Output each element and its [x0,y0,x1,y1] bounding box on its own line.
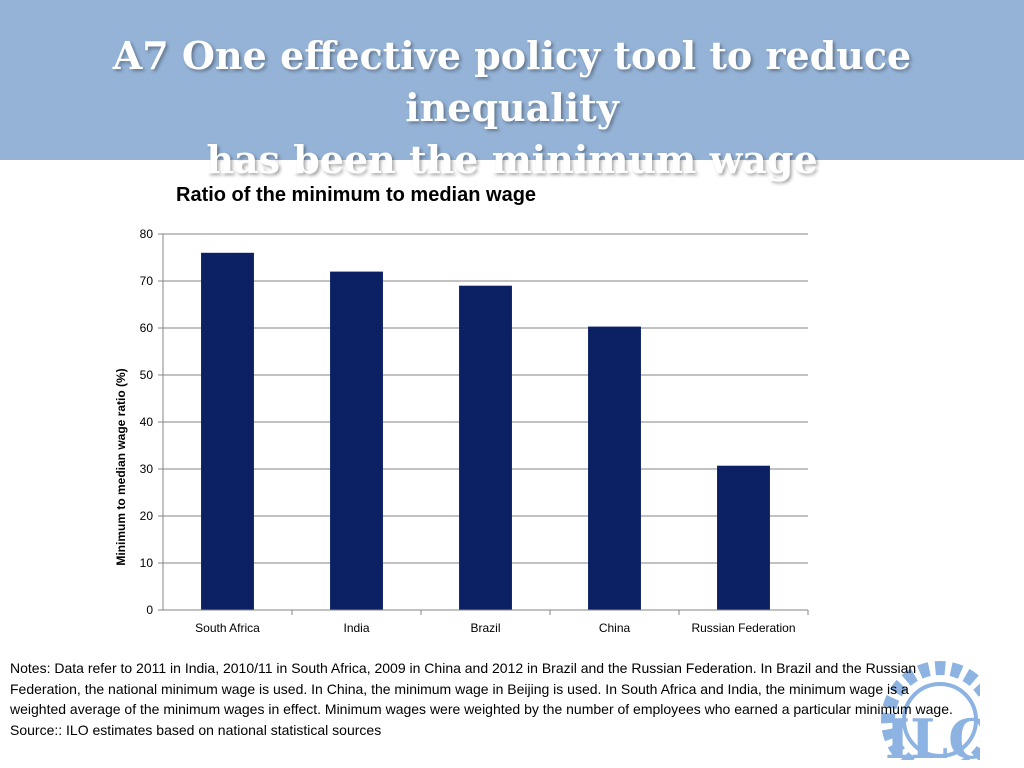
x-tick-label: Russian Federation [691,621,795,635]
bar-brazil [459,285,512,610]
bar-india [330,271,383,610]
chart-notes: Notes: Data refer to 2011 in India, 2010… [10,658,960,740]
y-tick-label: 20 [140,509,154,523]
x-tick-labels: South Africa India Brazil China Russian Fede… [195,610,809,635]
x-tick-label: India [343,621,369,635]
y-tick-label: 40 [140,415,154,429]
y-tick-label: 10 [140,556,154,570]
y-tick-label: 80 [140,227,154,241]
bar-china [588,326,641,610]
page-title-line2: has been the minimum wage [206,137,818,182]
notes-text: Notes: Data refer to 2011 in India, 2010… [10,660,953,717]
y-tick-label: 50 [140,368,154,382]
y-tick-label: 30 [140,462,154,476]
x-tick-label: Brazil [470,621,500,635]
y-axis-label: Minimum to median wage ratio (%) [114,368,128,565]
page-title-line1: A7 One effective policy tool to reduce i… [112,33,912,130]
ilo-logo-icon: ILO [881,661,980,760]
y-tick-label: 60 [140,321,154,335]
chart-title: Ratio of the minimum to median wage [176,184,536,206]
bar-russian-federation [717,465,770,610]
y-tick-label: 70 [140,274,154,288]
page-title: A7 One effective policy tool to reduce i… [0,30,1024,186]
bar-chart: Ratio of the minimum to median wage Mini… [114,184,809,635]
x-tick-label: China [599,621,631,635]
logo-lettering: ILO [885,707,980,760]
y-tick-label: 0 [146,603,153,617]
bar-south-africa [201,252,254,611]
bars [201,252,770,611]
title-banner: A7 One effective policy tool to reduce i… [0,0,1024,182]
x-tick-label: South Africa [195,621,260,635]
y-tick-labels: 0 10 20 30 40 50 60 70 80 [140,227,154,617]
source-text: Source:: ILO estimates based on national… [10,721,382,738]
